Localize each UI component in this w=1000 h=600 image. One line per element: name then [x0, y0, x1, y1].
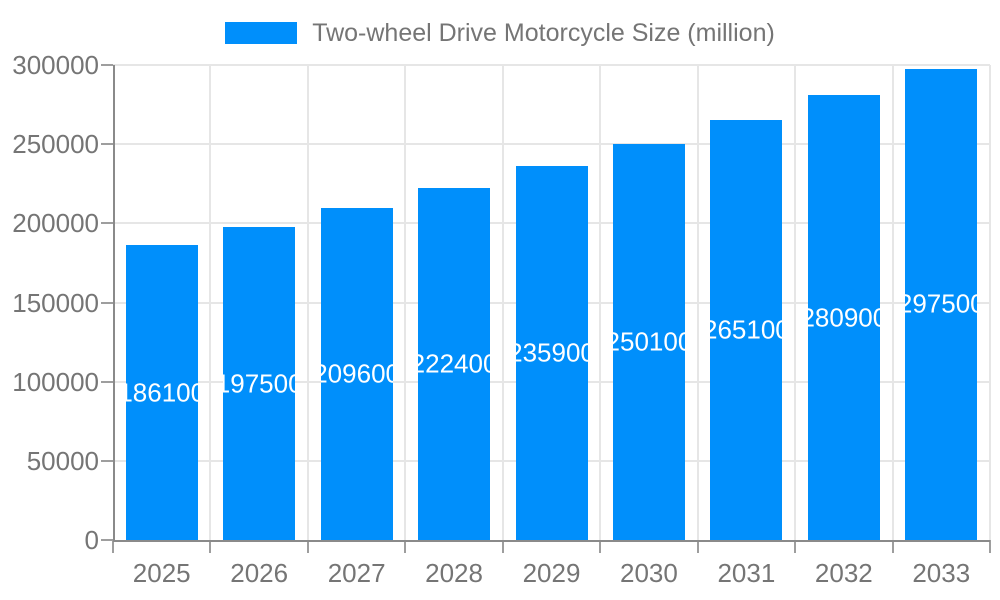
x-axis-tick [891, 540, 894, 553]
bar-value-label: 197500 [223, 368, 295, 399]
x-tick-label: 2026 [230, 558, 289, 588]
bar[interactable]: 265100 [710, 120, 783, 540]
bar[interactable]: 222400 [418, 187, 491, 540]
bar-value-label: 265100 [710, 314, 782, 345]
y-tick-label: 150000 [12, 287, 99, 318]
x-gridline [794, 65, 797, 540]
y-axis-tick [101, 222, 113, 225]
y-tick-label: 50000 [26, 445, 99, 476]
x-axis-tick [209, 540, 212, 553]
bar[interactable]: 250100 [612, 144, 685, 540]
bar[interactable]: 197500 [223, 227, 296, 540]
x-gridline [989, 65, 991, 540]
x-tick-label: 2028 [425, 558, 483, 588]
x-axis-tick [599, 540, 602, 553]
y-tick-label: 0 [84, 525, 99, 555]
x-axis-tick [501, 540, 504, 553]
y-axis-tick [101, 539, 113, 541]
bar-value-label: 235900 [516, 337, 588, 368]
x-axis-tick [794, 540, 797, 553]
x-tick-label: 2027 [327, 558, 386, 588]
x-tick-label: 2029 [522, 558, 581, 588]
x-tick-label: 2025 [132, 558, 191, 588]
x-gridline [696, 65, 699, 540]
bar[interactable]: 209600 [320, 208, 393, 540]
bar-value-label: 186100 [126, 377, 198, 408]
y-axis-tick [101, 301, 113, 304]
y-gridline [113, 64, 990, 66]
y-axis-tick [101, 64, 113, 66]
legend-label: Two-wheel Drive Motorcycle Size (million… [312, 19, 775, 47]
y-axis-tick [101, 380, 113, 383]
y-tick-label: 250000 [12, 129, 99, 160]
x-axis-tick [306, 540, 309, 553]
bar[interactable]: 280900 [807, 95, 880, 540]
x-axis-tick [989, 540, 991, 553]
x-gridline [891, 65, 894, 540]
bar-value-label: 250100 [613, 326, 685, 357]
bar-value-label: 280900 [808, 302, 880, 333]
x-tick-label: 2031 [717, 558, 776, 588]
bar-value-label: 297500 [905, 288, 977, 319]
bar-value-label: 222400 [418, 348, 490, 379]
bar[interactable]: 297500 [905, 68, 978, 540]
y-axis-line [113, 65, 115, 542]
y-axis-tick [101, 459, 113, 462]
x-gridline [404, 65, 407, 540]
x-tick-label: 2030 [620, 558, 678, 588]
x-tick-label: 2032 [814, 558, 873, 588]
x-axis-tick [404, 540, 407, 553]
x-axis-line [113, 540, 990, 542]
x-gridline [306, 65, 309, 540]
x-gridline [209, 65, 212, 540]
y-axis-tick [101, 143, 113, 146]
x-tick-label: 2033 [912, 558, 971, 588]
y-tick-label: 300000 [12, 50, 99, 80]
x-axis-tick [112, 540, 114, 553]
y-tick-label: 200000 [12, 208, 99, 239]
bar[interactable]: 235900 [515, 166, 588, 540]
x-gridline [501, 65, 504, 540]
legend[interactable]: Two-wheel Drive Motorcycle Size (million… [0, 18, 1000, 48]
y-gridline [113, 143, 990, 146]
legend-swatch[interactable] [225, 22, 298, 44]
y-tick-label: 100000 [12, 366, 99, 397]
x-axis-tick [696, 540, 699, 553]
bar[interactable]: 186100 [125, 245, 198, 540]
bar-value-label: 209600 [321, 358, 393, 389]
x-gridline [599, 65, 602, 540]
